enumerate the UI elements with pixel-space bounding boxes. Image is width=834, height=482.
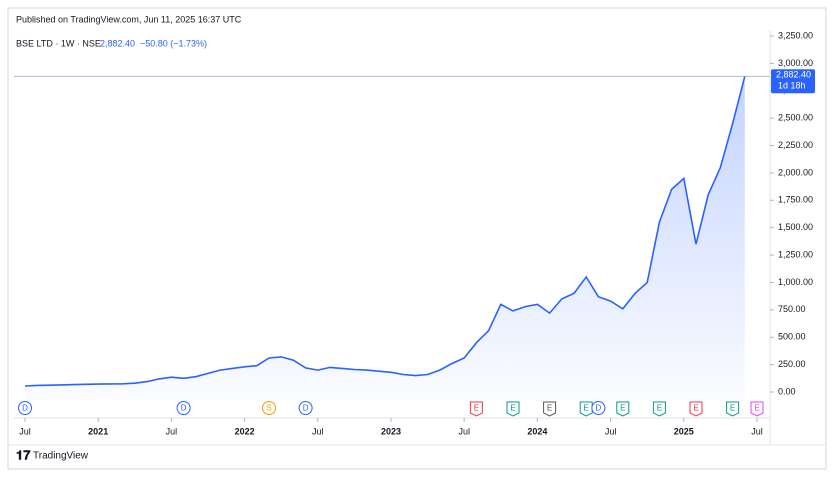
price-line bbox=[24, 76, 746, 387]
event-label: E bbox=[510, 404, 515, 413]
x-tick-label: 2025 bbox=[674, 426, 694, 436]
event-label: D bbox=[596, 404, 602, 413]
event-shape bbox=[579, 401, 593, 417]
legend-change: −50.80 (−1.73%) bbox=[140, 38, 207, 48]
event-label: E bbox=[754, 404, 759, 413]
event-label: D bbox=[303, 404, 309, 413]
event-label: E bbox=[657, 404, 662, 413]
footer: TradingView bbox=[33, 451, 89, 462]
event-shape bbox=[506, 401, 520, 417]
y-tick-label: 250.00 bbox=[778, 359, 806, 369]
y-tick-label: 2,250.00 bbox=[778, 140, 813, 150]
event-shape bbox=[262, 401, 276, 415]
x-tick-label: 2023 bbox=[381, 426, 401, 436]
event-marker: D bbox=[18, 401, 32, 415]
event-shape bbox=[469, 401, 483, 417]
event-shape bbox=[176, 401, 191, 415]
x-tick-label: Jul bbox=[166, 426, 178, 436]
x-tick-label: Jul bbox=[458, 426, 470, 436]
y-tick-label: 750.00 bbox=[778, 304, 806, 314]
y-tick-label: 1,250.00 bbox=[778, 249, 813, 259]
x-tick-label: Jul bbox=[19, 426, 31, 436]
y-tick-label: 2,500.00 bbox=[778, 113, 813, 123]
y-tick-label: 1,500.00 bbox=[778, 222, 813, 232]
x-tick-label: Jul bbox=[312, 426, 324, 436]
header: Published on TradingView.com, Jun 11, 20… bbox=[16, 14, 242, 24]
event-label: E bbox=[547, 404, 552, 413]
area-fill bbox=[25, 76, 745, 401]
event-shape bbox=[543, 401, 557, 417]
countdown: 1d 18h bbox=[778, 81, 806, 91]
event-shape bbox=[652, 401, 666, 417]
event-marker: E bbox=[506, 401, 520, 417]
logo-icon: 𝟏𝟕 bbox=[16, 447, 31, 462]
event-marker: D bbox=[591, 401, 606, 415]
y-tick-label: 500.00 bbox=[778, 332, 806, 342]
event-label: D bbox=[22, 404, 28, 413]
y-tick-label: 1,750.00 bbox=[778, 195, 813, 205]
event-marker: D bbox=[298, 401, 313, 415]
event-marker: E bbox=[750, 401, 764, 417]
legend-symbol: BSE LTD · 1W · NSE bbox=[16, 38, 101, 48]
event-label: S bbox=[266, 404, 271, 413]
x-tick-label: Jul bbox=[605, 426, 617, 436]
event-marker: E bbox=[689, 401, 703, 417]
event-marker: E bbox=[469, 401, 483, 417]
event-marker: E bbox=[616, 401, 630, 417]
x-tick-label: 2021 bbox=[88, 426, 108, 436]
event-label: E bbox=[584, 404, 589, 413]
legend-price: 2,882.40 bbox=[100, 38, 135, 48]
event-marker: E bbox=[726, 401, 740, 417]
y-tick-label: 0.00 bbox=[778, 386, 796, 396]
event-shape bbox=[726, 401, 740, 417]
x-tick-label: Jul bbox=[751, 426, 763, 436]
event-marker: E bbox=[652, 401, 666, 417]
y-tick-label: 3,250.00 bbox=[778, 30, 813, 40]
event-shape bbox=[750, 401, 764, 417]
event-shape bbox=[298, 401, 313, 415]
event-shape bbox=[689, 401, 703, 417]
y-tick-label: 3,000.00 bbox=[778, 58, 813, 68]
event-label: E bbox=[693, 404, 698, 413]
y-tick-label: 2,000.00 bbox=[778, 167, 813, 177]
event-label: D bbox=[181, 404, 187, 413]
event-marker: S bbox=[262, 401, 276, 415]
event-marker: D bbox=[176, 401, 191, 415]
event-label: E bbox=[730, 404, 735, 413]
last-price-box bbox=[771, 69, 815, 94]
event-shape bbox=[18, 401, 32, 415]
last-price-label: 2,882.40 bbox=[776, 70, 811, 80]
event-label: E bbox=[474, 404, 479, 413]
y-tick-label: 1,000.00 bbox=[778, 277, 813, 287]
event-marker: E bbox=[543, 401, 557, 417]
event-label: E bbox=[620, 404, 625, 413]
event-shape bbox=[591, 401, 606, 415]
event-shape bbox=[616, 401, 630, 417]
x-tick-label: 2022 bbox=[235, 426, 255, 436]
event-marker: E bbox=[579, 401, 593, 417]
x-tick-label: 2024 bbox=[527, 426, 547, 436]
